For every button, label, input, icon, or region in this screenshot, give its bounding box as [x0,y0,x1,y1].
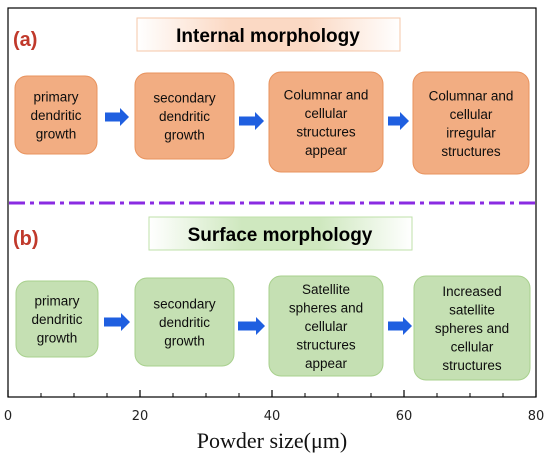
stage-box: primary dendritic growth [14,75,98,155]
stage-text-line: cellular [305,106,348,121]
stage-box-bg [15,280,99,358]
stage-box: Satellite spheres and cellular structures ap… [268,275,384,377]
stage-text-line: Increased [442,284,501,299]
stage-text-line: secondary [153,297,216,312]
panel-surface-morphology: (b) Surface morphology primary dendritic g… [13,216,531,381]
stage-box: primary dendritic growth [15,280,99,358]
panel-title-b: Surface morphology [188,225,373,246]
stage-box-bg [14,75,98,155]
arrow-right-icon [238,317,265,335]
arrow-right-icon [388,317,412,335]
stage-box: Columnar and cellular structures appear [268,71,384,173]
stage-text-line: secondary [153,91,216,106]
stage-text-line: appear [305,143,348,158]
panel-internal-morphology: (a) Internal morphology primary dendritic… [13,17,530,175]
stage-box-bg [268,71,384,173]
arrow-right-icon [105,108,129,126]
axis-tick-label: 60 [396,409,413,424]
stage-text-line: growth [36,127,77,142]
stage-text-line: cellular [305,319,348,334]
axis-tick-label: 20 [132,409,149,424]
arrow-right-icon [388,112,409,130]
stages-surface: primary dendritic growth secondary dendritic… [15,275,531,381]
stage-text-line: Columnar and [429,88,514,103]
stages-internal: primary dendritic growth secondary dendritic… [14,71,530,175]
title-box-a [136,17,401,52]
stage-text-line: primary [34,294,79,309]
panel-title-a: Internal morphology [176,26,360,47]
powder-size-axis: 0 20 40 60 80 [4,390,544,424]
stage-text-line: cellular [451,340,494,355]
stage-text-line: primary [33,90,78,105]
stage-text-line: Columnar and [284,87,369,102]
stage-text-line: structures [441,144,501,159]
stage-text-line: irregular [446,125,496,140]
stage-text-line: appear [305,356,348,371]
stage-box: Increased satellite spheres and cellular str… [413,275,531,381]
stage-box: Columnar and cellular irregular structures [412,71,530,175]
panel-label-b: (b) [13,228,39,250]
stage-text-line: satellite [449,303,495,318]
stage-text-line: cellular [450,107,493,122]
stage-text-line: structures [296,124,356,139]
stage-text-line: dendritic [31,312,82,327]
stage-text-line: growth [164,334,205,349]
title-box-b [148,216,413,251]
stage-box-bg [134,277,235,367]
stage-box: secondary dendritic growth [134,277,235,367]
stage-box: secondary dendritic growth [134,72,235,160]
axis-title: Powder size(μm) [197,428,347,453]
stage-text-line: growth [37,331,78,346]
axis-tick-label: 80 [528,409,545,424]
stage-box-bg [412,71,530,175]
stage-text-line: Satellite [302,282,350,297]
stage-text-line: dendritic [30,108,81,123]
arrow-right-icon [239,112,264,130]
stage-text-line: spheres and [289,301,363,316]
stage-text-line: dendritic [159,109,210,124]
arrow-right-icon [104,313,130,331]
axis-tick-label: 40 [264,409,281,424]
stage-text-line: structures [296,338,356,353]
stage-text-line: dendritic [159,315,210,330]
stage-box-bg [413,275,531,381]
stage-box-bg [268,275,384,377]
axis-tick-label: 0 [4,409,12,424]
stage-text-line: growth [164,128,205,143]
stage-box-bg [134,72,235,160]
stage-text-line: structures [442,358,502,373]
stage-text-line: spheres and [435,321,509,336]
panel-label-a: (a) [13,29,37,51]
